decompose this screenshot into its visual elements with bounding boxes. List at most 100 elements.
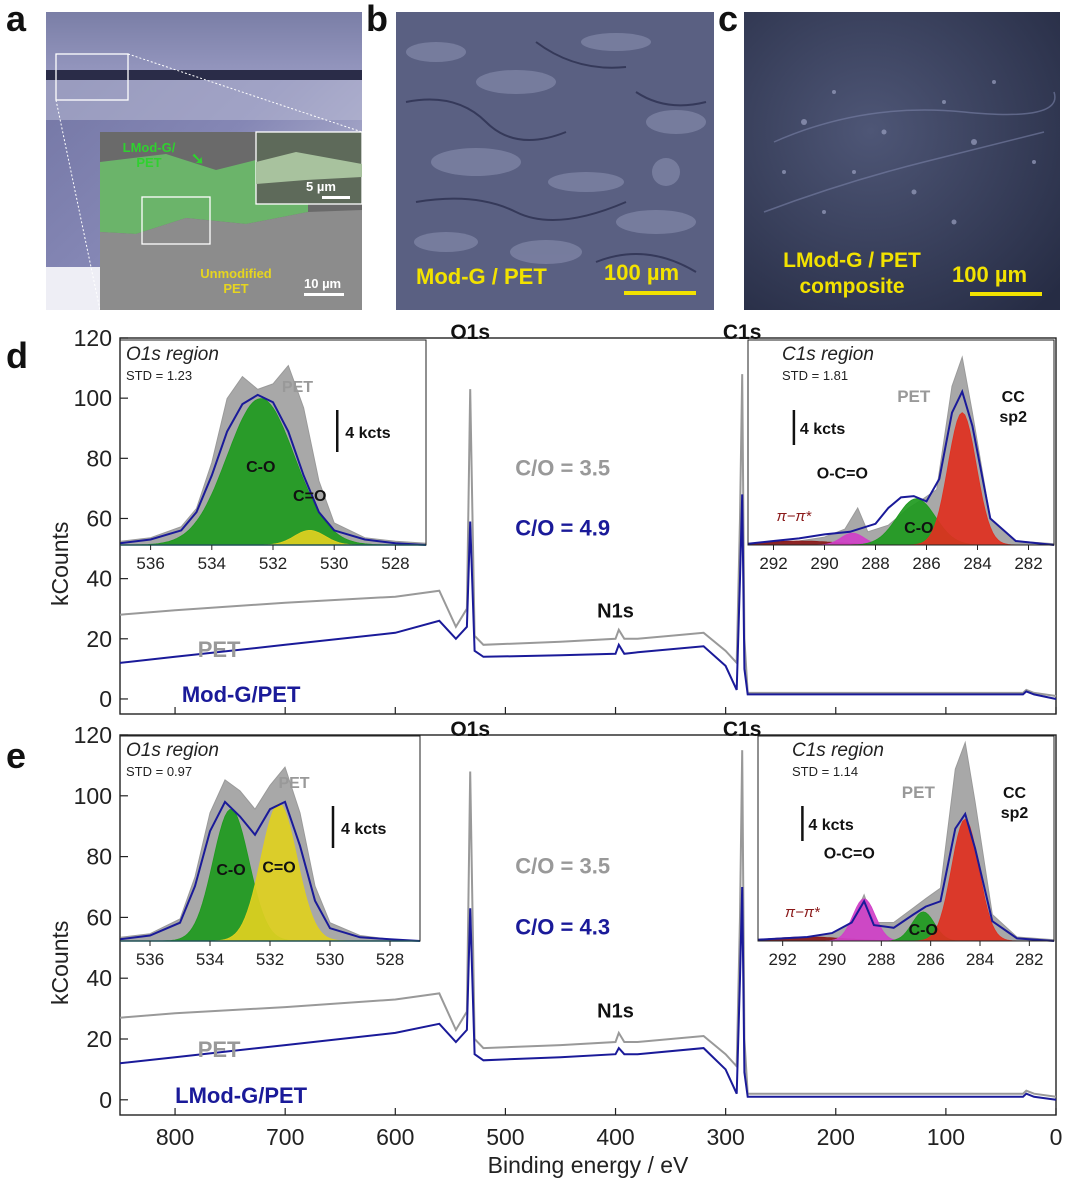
sem-image-c-texture: [744, 12, 1060, 310]
peak-label-c1s: C1s: [723, 321, 762, 344]
o1s-label-c-eq-o: C=O: [262, 859, 295, 876]
scale-bar-large: [304, 293, 344, 296]
series-label-mod: Mod-G/PET: [182, 682, 301, 707]
c1s-label-sp2-line1: CC: [1002, 389, 1026, 406]
c1s-label-c-o: C-O: [904, 520, 933, 537]
c1s-label-c-o: C-O: [909, 922, 938, 939]
peak-label-c1s: C1s: [723, 718, 762, 741]
series-line-mod: [119, 494, 1057, 700]
c1s-title: C1s region: [782, 344, 874, 365]
y-tick-label: 20: [86, 626, 112, 652]
o1s-std: STD = 0.97: [126, 764, 192, 779]
series-line-pet: [119, 374, 1057, 697]
o1s-label-pet: PET: [278, 775, 309, 792]
c1s-label-o-c-o: O-C=O: [817, 466, 868, 483]
label-mod-g-pet: Mod-G / PET: [416, 264, 547, 289]
o1s-x-tick-label: 528: [381, 554, 409, 573]
peak-label-n1s: N1s: [597, 601, 634, 623]
c1s-scale-label: 4 kcts: [800, 421, 845, 438]
c1s-x-tick-label: 284: [966, 950, 994, 969]
y-axis-label: kCounts: [47, 522, 73, 606]
series-label-pet: PET: [198, 637, 241, 662]
o1s-x-tick-label: 536: [136, 554, 164, 573]
y-axis-label: kCounts: [47, 921, 73, 1005]
peak-label-o1s: O1s: [450, 321, 490, 344]
c1s-x-tick-label: 290: [818, 950, 846, 969]
x-tick-label: 800: [156, 1124, 194, 1150]
y-tick-label: 40: [86, 566, 112, 592]
o1s-scale-label: 4 kcts: [341, 821, 386, 838]
y-tick-label: 80: [86, 844, 112, 870]
o1s-title: O1s region: [126, 344, 219, 365]
series-line-mod: [119, 886, 1057, 1101]
x-tick-label: 0: [1050, 1124, 1063, 1150]
arrow-icon: ➘: [191, 151, 205, 168]
c1s-label-pi: π−π*: [785, 904, 821, 921]
ratio-pet: C/O = 3.5: [515, 455, 610, 480]
o1s-x-tick-label: 532: [259, 554, 287, 573]
x-axis-label: Binding energy / eV: [488, 1152, 689, 1178]
y-tick-label: 80: [86, 445, 112, 471]
o1s-x-tick-label: 534: [196, 950, 224, 969]
c1s-x-tick-label: 292: [759, 554, 787, 573]
sem-image-b: Mod-G / PET 100 µm: [396, 12, 714, 310]
panel-letter-c: c: [718, 0, 739, 39]
label-lmod-layer: LMod-G/ PET: [122, 140, 176, 170]
sem-image-b-texture: [396, 12, 714, 310]
c1s-inset-frame: [747, 339, 1055, 546]
panel-letter-d: d: [6, 335, 28, 376]
panel-letter-e: e: [6, 735, 26, 776]
label-unmodified-pet: Unmodified PET: [200, 266, 272, 296]
series-line-pet: [119, 750, 1057, 1098]
c1s-label-pet: PET: [902, 783, 936, 802]
peak-label-n1s: N1s: [597, 1001, 634, 1023]
y-tick-label: 100: [74, 385, 112, 411]
scale-bar-label-small: 5 µm: [306, 179, 336, 194]
series-label-pet: PET: [198, 1037, 241, 1062]
c1s-x-tick-label: 286: [912, 554, 940, 573]
y-tick-label: 0: [99, 1087, 112, 1113]
ratio-pet: C/O = 3.5: [515, 854, 610, 879]
o1s-label-c-o: C-O: [216, 862, 245, 879]
c1s-fit-line: [747, 388, 1055, 546]
o1s-x-tick-label: 530: [320, 554, 348, 573]
c1s-label-sp2-line1: CC: [1003, 785, 1027, 802]
y-tick-label: 20: [86, 1026, 112, 1052]
x-tick-label: 100: [927, 1124, 965, 1150]
xps-panel-e: e 0 20 40 60 80 100 120 800 700 600 500 400 300 200 10…: [6, 718, 1062, 1178]
ratio-mod: C/O = 4.3: [515, 915, 610, 940]
x-tick-label: 400: [596, 1124, 634, 1150]
sem-image-a: LMod-G/ PET ➘ 5 µm Unmodified PET 10 µm: [46, 12, 362, 310]
c1s-x-tick-label: 290: [810, 554, 838, 573]
series-label-mod: LMod-G/PET: [175, 1083, 308, 1108]
x-tick-label: 700: [266, 1124, 304, 1150]
c1s-x-tick-label: 288: [861, 554, 889, 573]
y-tick-label: 0: [99, 686, 112, 712]
y-tick-label: 120: [74, 722, 112, 748]
o1s-x-tick-label: 534: [198, 554, 226, 573]
c1s-inset-frame: [757, 735, 1055, 942]
scale-bar-label-large: 10 µm: [304, 276, 342, 291]
label-lmod-g-pet-composite: LMod-G / PET composite: [783, 249, 921, 298]
scale-bar-b: [624, 291, 696, 295]
sem-image-a-drawing: [46, 12, 362, 310]
y-tick-label: 60: [86, 904, 112, 930]
o1s-label-pet: PET: [282, 379, 313, 396]
c1s-label-o-c-o: O-C=O: [824, 846, 875, 863]
scale-bar-small: [322, 196, 350, 199]
o1s-label-c-o: C-O: [246, 459, 275, 476]
c1s-label-pi: π−π*: [777, 508, 813, 525]
o1s-scale-label: 4 kcts: [345, 425, 390, 442]
o1s-title: O1s region: [126, 740, 219, 761]
c1s-scale-label: 4 kcts: [808, 817, 853, 834]
o1s-x-tick-label: 530: [316, 950, 344, 969]
c1s-label-pet: PET: [897, 387, 931, 406]
scale-bar-c: [970, 292, 1042, 296]
c1s-x-tick-label: 282: [1015, 950, 1043, 969]
x-tick-label: 300: [706, 1124, 744, 1150]
y-tick-label: 40: [86, 965, 112, 991]
y-tick-label: 120: [74, 325, 112, 351]
c1s-x-tick-label: 286: [916, 950, 944, 969]
xps-panel-d: d 0 20 40 60 80 100 120 kCounts O1s C1s N1s C/O = 3…: [6, 321, 1057, 715]
